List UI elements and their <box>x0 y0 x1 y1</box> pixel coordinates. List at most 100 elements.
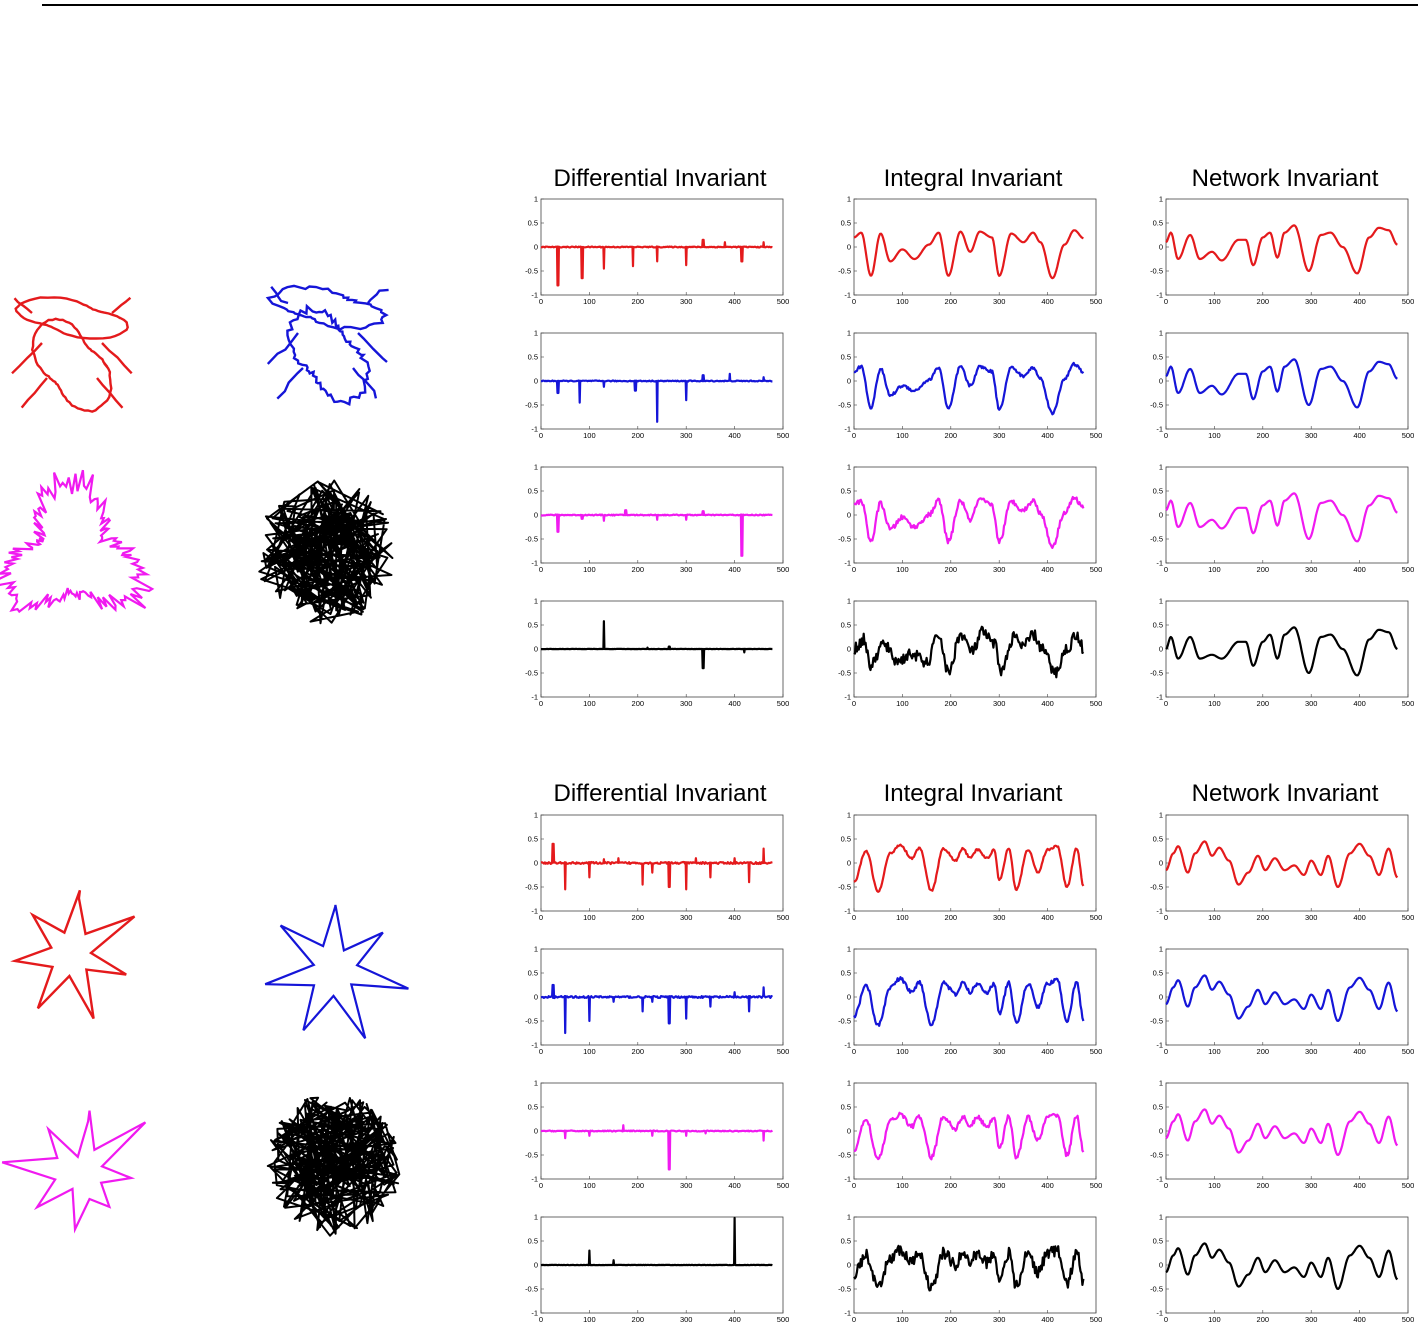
series-line-blue <box>1165 358 1398 409</box>
x-tick-label: 200 <box>945 1181 958 1190</box>
y-tick-label: 0 <box>1159 993 1163 1002</box>
x-tick-label: 200 <box>1257 1315 1270 1324</box>
subplot-network-magenta: 0 100 200 300 400 500 -1 -0.5 0 0.5 1 <box>1150 463 1414 575</box>
x-tick-label: 400 <box>728 699 741 708</box>
head-outline <box>14 296 129 340</box>
x-tick-label: 300 <box>680 1315 693 1324</box>
y-tick-label: -0.5 <box>838 1151 851 1160</box>
axes-box <box>1165 814 1409 912</box>
y-tick-label: 0 <box>534 993 538 1002</box>
y-tick-label: -0.5 <box>1150 1017 1163 1026</box>
series-line-blue <box>853 976 1085 1027</box>
x-tick-label: 500 <box>777 431 790 440</box>
y-tick-label: -1 <box>1156 1309 1163 1318</box>
y-tick-label: -1 <box>1156 1175 1163 1184</box>
x-tick-label: 0 <box>539 431 543 440</box>
x-tick-label: 100 <box>1208 1047 1221 1056</box>
leg-outline <box>266 332 299 365</box>
x-tick-label: 100 <box>896 699 909 708</box>
y-tick-label: -0.5 <box>838 1017 851 1026</box>
x-tick-label: 500 <box>1090 699 1103 708</box>
y-tick-label: 0.5 <box>1153 1237 1163 1246</box>
x-tick-label: 400 <box>728 1047 741 1056</box>
axes-box <box>1165 198 1409 296</box>
y-tick-label: 0 <box>847 511 851 520</box>
y-tick-label: 0.5 <box>528 219 538 228</box>
x-tick-label: 400 <box>728 1181 741 1190</box>
subplot-integral-magenta: 0 100 200 300 400 500 -1 -0.5 0 0.5 1 <box>838 1079 1102 1191</box>
subplot-network-red: 0 100 200 300 400 500 -1 -0.5 0 0.5 1 <box>1150 195 1414 307</box>
y-tick-label: 1 <box>847 597 851 606</box>
x-tick-label: 0 <box>1164 1047 1168 1056</box>
y-tick-label: -0.5 <box>1150 535 1163 544</box>
x-tick-label: 500 <box>777 1047 790 1056</box>
leg-outline <box>13 297 33 314</box>
x-tick-label: 400 <box>1041 699 1054 708</box>
axes-box <box>853 466 1097 564</box>
x-tick-label: 300 <box>993 699 1006 708</box>
y-tick-label: 1 <box>534 811 538 820</box>
x-tick-label: 100 <box>1208 1315 1221 1324</box>
x-tick-label: 100 <box>896 297 909 306</box>
x-tick-label: 0 <box>539 1181 543 1190</box>
y-tick-label: -1 <box>844 425 851 434</box>
x-tick-label: 200 <box>945 565 958 574</box>
axes-box <box>1165 1082 1409 1180</box>
shape-red <box>11 296 133 413</box>
subplot-differential-magenta: 0 100 200 300 400 500 -1 -0.5 0 0.5 1 <box>525 463 789 575</box>
x-tick-label: 100 <box>896 1315 909 1324</box>
y-tick-label: 0 <box>847 1127 851 1136</box>
series-line-black <box>540 1216 773 1267</box>
y-tick-label: 0 <box>534 1127 538 1136</box>
x-tick-label: 300 <box>993 1181 1006 1190</box>
y-tick-label: -1 <box>1156 907 1163 916</box>
series-line-red <box>1165 840 1399 888</box>
x-tick-label: 0 <box>539 699 543 708</box>
x-tick-label: 500 <box>777 699 790 708</box>
leg-outline <box>367 288 389 304</box>
subplot-differential-magenta: 0 100 200 300 400 500 -1 -0.5 0 0.5 1 <box>525 1079 789 1191</box>
subplot-differential-blue: 0 100 200 300 400 500 -1 -0.5 0 0.5 1 <box>525 945 789 1057</box>
subplot-network-blue: 0 100 200 300 400 500 -1 -0.5 0 0.5 1 <box>1150 329 1414 441</box>
column-title: Integral Invariant <box>884 165 1063 192</box>
y-tick-label: -1 <box>531 1309 538 1318</box>
series-line-black <box>853 625 1085 679</box>
y-tick-label: -1 <box>844 907 851 916</box>
series-line-magenta <box>540 509 773 557</box>
series-line-magenta <box>1165 492 1398 543</box>
y-tick-label: -1 <box>844 559 851 568</box>
y-tick-label: 1 <box>534 1213 538 1222</box>
y-tick-label: 0 <box>1159 1261 1163 1270</box>
x-tick-label: 0 <box>852 913 856 922</box>
y-tick-label: 0 <box>534 377 538 386</box>
y-tick-label: 0.5 <box>1153 487 1163 496</box>
x-tick-label: 400 <box>1041 1315 1054 1324</box>
y-tick-label: 1 <box>1159 945 1163 954</box>
x-tick-label: 0 <box>1164 431 1168 440</box>
series-line-black <box>853 1244 1085 1292</box>
shape-red <box>10 889 136 1020</box>
x-tick-label: 0 <box>1164 699 1168 708</box>
series-line-red <box>540 842 773 891</box>
subplot-integral-blue: 0 100 200 300 400 500 -1 -0.5 0 0.5 1 <box>838 329 1102 441</box>
x-tick-label: 300 <box>680 297 693 306</box>
subplot-network-red: 0 100 200 300 400 500 -1 -0.5 0 0.5 1 <box>1150 811 1414 923</box>
axes-box <box>853 814 1097 912</box>
x-tick-label: 0 <box>852 1047 856 1056</box>
y-tick-label: 1 <box>847 1079 851 1088</box>
leg-outline <box>20 377 48 409</box>
x-tick-label: 300 <box>1305 297 1318 306</box>
x-tick-label: 200 <box>1257 913 1270 922</box>
x-tick-label: 500 <box>777 1315 790 1324</box>
y-tick-label: -0.5 <box>838 401 851 410</box>
x-tick-label: 200 <box>632 1181 645 1190</box>
subplot-network-black: 0 100 200 300 400 500 -1 -0.5 0 0.5 1 <box>1150 597 1414 709</box>
x-tick-label: 200 <box>632 913 645 922</box>
x-tick-label: 100 <box>1208 565 1221 574</box>
y-tick-label: 0 <box>534 1261 538 1270</box>
x-tick-label: 400 <box>1353 1181 1366 1190</box>
x-tick-label: 500 <box>777 1181 790 1190</box>
series-line-black <box>540 620 773 670</box>
x-tick-label: 500 <box>1402 1181 1415 1190</box>
y-tick-label: 0.5 <box>841 835 851 844</box>
